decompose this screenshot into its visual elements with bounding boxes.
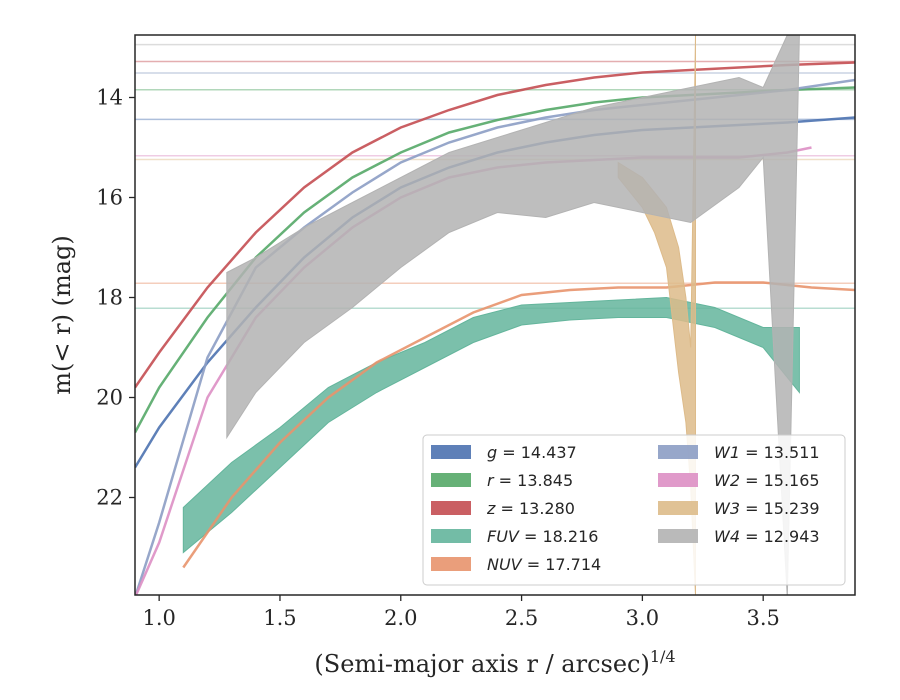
legend-label-nuv: NUV = 17.714 [487,555,601,574]
legend-label-w3: W3 = 15.239 [714,499,820,518]
legend-swatch-w3 [658,501,698,515]
x-axis-label: (Semi-major axis r / arcsec)1/4 [314,647,675,678]
y-ticks: 14 16 18 20 22 [96,86,135,510]
legend-swatch-nuv [431,557,471,571]
series-band-fuv [182,296,800,554]
series-line-nuv [182,281,855,569]
y-axis-label: m(< r) (mag) [48,235,76,394]
legend-label-g: g = 14.437 [487,443,577,462]
y-tick-label: 22 [96,486,123,510]
legend: g = 14.437 r = 13.845 z = 13.280 FUV = 18.2… [422,434,846,586]
x-tick-label: 2.5 [505,606,538,630]
x-tick-label: 3.0 [626,606,659,630]
y-tick-label: 20 [96,386,123,410]
x-tick-label: 1.0 [142,606,175,630]
legend-label-w1: W1 = 13.511 [714,443,820,462]
legend-swatch-g [431,445,471,459]
legend-label-r: r = 13.845 [487,471,573,490]
y-tick-label: 14 [96,86,123,110]
legend-label-w4: W4 = 12.943 [714,527,820,546]
series-band-w4 [226,35,800,595]
legend-swatch-w2 [658,473,698,487]
legend-swatch-w4 [658,529,698,543]
axes-frame [134,34,856,596]
legend-swatch-fuv [431,529,471,543]
y-tick-label: 18 [96,286,123,310]
legend-label-fuv: FUV = 18.216 [487,527,598,546]
y-tick-label: 16 [96,186,123,210]
legend-label-w2: W2 = 15.165 [714,471,820,490]
legend-swatch-z [431,501,471,515]
legend-swatch-r [431,473,471,487]
series-line-z [135,61,855,389]
plot-area [135,35,855,595]
x-ticks: 1.0 1.5 2.0 2.5 3.0 3.5 [142,595,780,630]
x-tick-label: 1.5 [263,606,296,630]
legend-label-z: z = 13.280 [486,499,575,518]
legend-swatch-w1 [658,445,698,459]
legend-box [422,434,846,586]
x-tick-label: 3.5 [746,606,779,630]
x-axis-label-sup: 1/4 [650,647,676,666]
x-tick-label: 2.0 [384,606,417,630]
